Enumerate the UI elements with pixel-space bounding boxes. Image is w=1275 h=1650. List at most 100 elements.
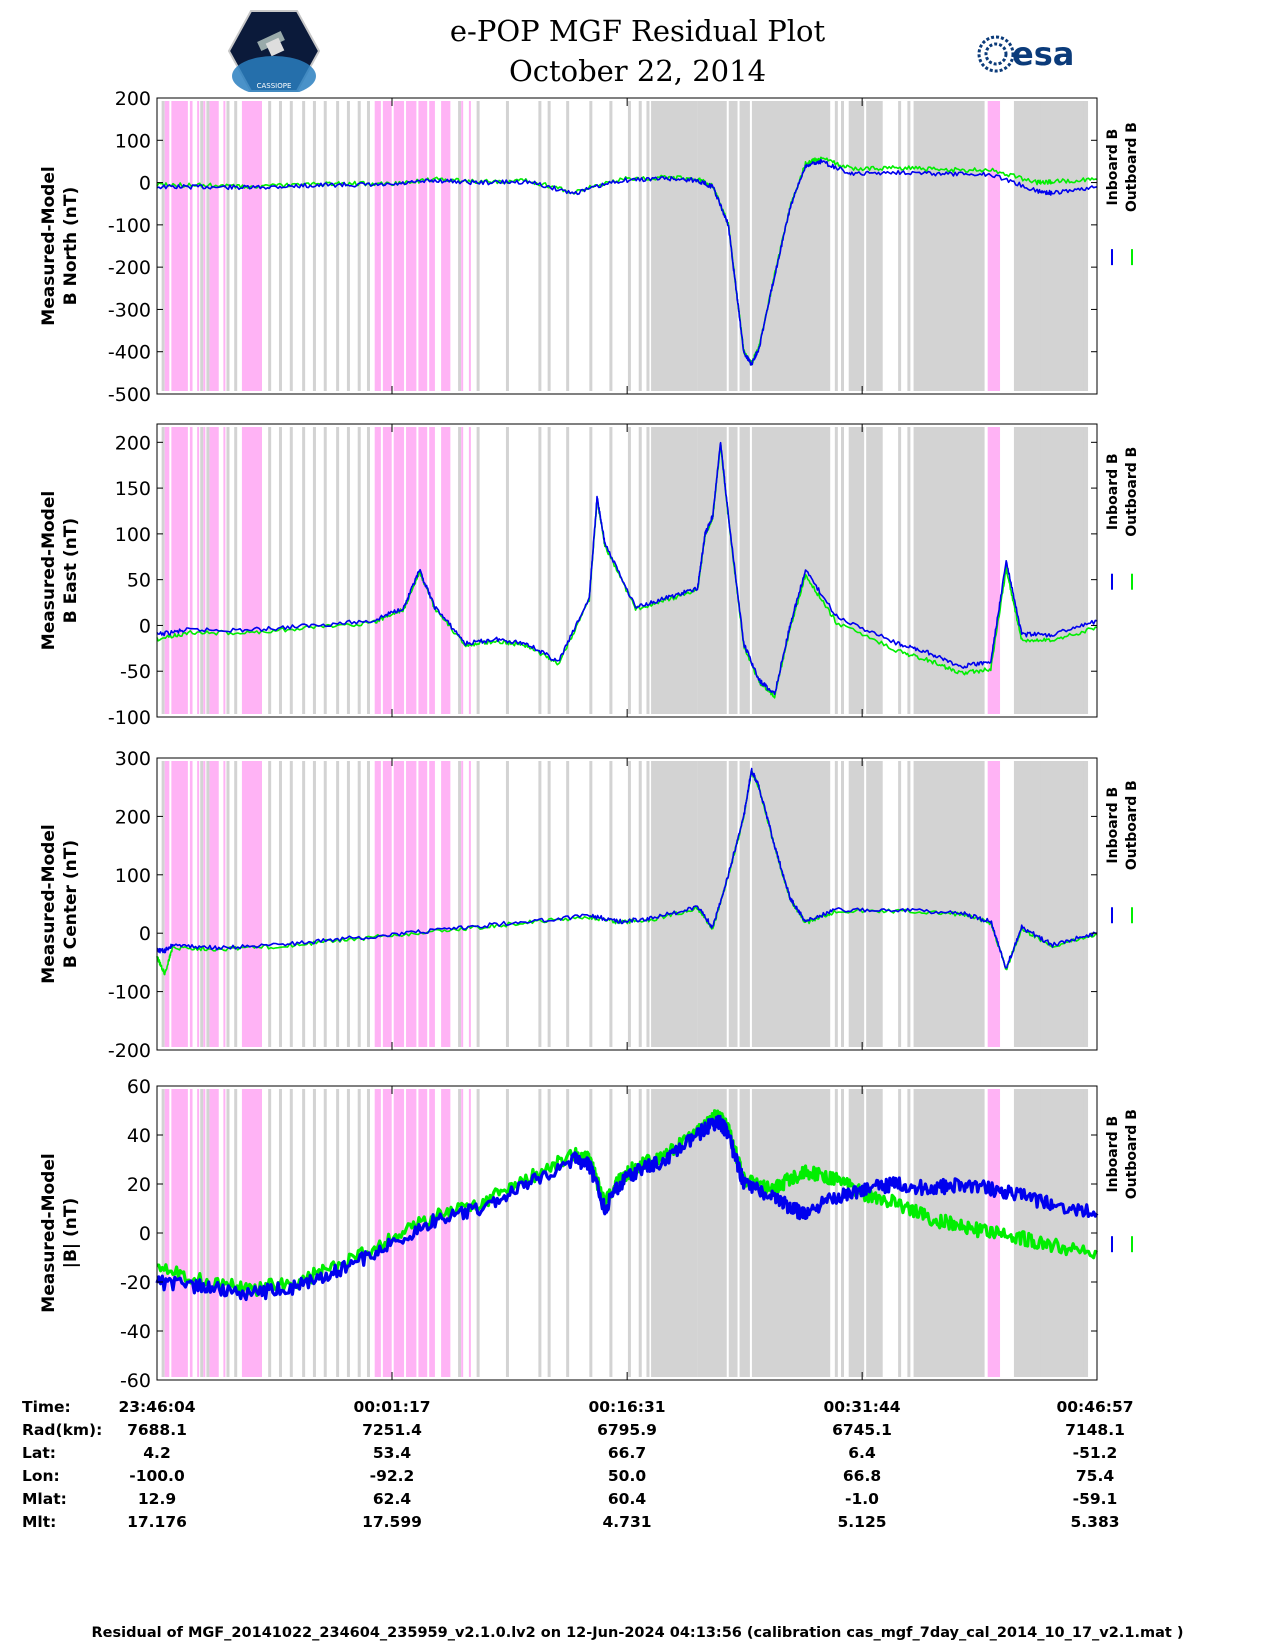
gray-band-line (357, 761, 361, 1047)
table-cell: 00:01:17 (353, 1398, 431, 1416)
gray-band-line (161, 761, 165, 1047)
y-tick-label: 40 (127, 1125, 151, 1147)
white-gap-line (749, 101, 752, 391)
gray-band-line (841, 427, 845, 714)
gray-band-line (476, 101, 480, 391)
gray-band-line (346, 761, 350, 1047)
table-cell: 53.4 (372, 1444, 412, 1462)
y-tick-label: 100 (115, 130, 151, 152)
table-row-label: Mlt: (22, 1513, 57, 1531)
gray-band-line (458, 761, 462, 1047)
gray-band-line (1083, 101, 1087, 391)
gray-band-line (323, 1089, 327, 1377)
y-tick-label: 0 (139, 173, 151, 195)
table-cell: 7251.4 (362, 1421, 422, 1439)
footer-calibration-note: Residual of MGF_20141022_234604_235959_v… (91, 1625, 1184, 1641)
white-gap-line (737, 761, 740, 1047)
table-cell: 5.383 (1070, 1513, 1120, 1531)
pink-band (241, 761, 262, 1047)
gray-band-line (366, 761, 370, 1047)
gray-band-line (161, 101, 165, 391)
pink-band-line (223, 427, 226, 714)
gray-band-line (200, 1089, 204, 1377)
gray-band-line (312, 101, 316, 391)
gray-band-line (206, 761, 210, 1047)
gray-band-line (336, 761, 340, 1047)
pink-band (209, 101, 219, 391)
y-axis-label-line2: |B| (nT) (61, 1198, 81, 1269)
gray-band-line (505, 761, 509, 1047)
gray-band-line (505, 101, 509, 391)
pink-band-line (203, 1089, 206, 1377)
chart-panel-4: 60 40 20 0 -20 -40 -60 Measured-Model |B| (nT) In… (39, 1076, 1140, 1392)
gray-band-line (1040, 1089, 1044, 1377)
y-tick-label: 150 (115, 478, 151, 500)
table-cell: 6.4 (848, 1444, 876, 1462)
gray-band-line (1067, 761, 1071, 1047)
gray-band-line (206, 1089, 210, 1377)
pink-band (209, 761, 219, 1047)
gray-band-line (323, 101, 327, 391)
pink-gap-line (427, 101, 430, 391)
white-gap-line (726, 761, 729, 1047)
gray-band-line (476, 427, 480, 714)
gray-band-line (638, 101, 642, 391)
legend-inboard-label: Inboard B (1105, 1116, 1121, 1193)
y-tick-label: -200 (108, 257, 151, 279)
gray-band-line (1083, 761, 1087, 1047)
y-tick-label: 20 (127, 1174, 151, 1196)
gray-band-line (1057, 1089, 1061, 1377)
pink-gap-line (416, 427, 419, 714)
table-cell: 6745.1 (832, 1421, 892, 1439)
gray-band-line (609, 427, 613, 714)
gray-band (651, 427, 698, 714)
gray-band-line (346, 101, 350, 391)
y-tick-label: 100 (115, 524, 151, 546)
gray-band-line (907, 427, 911, 714)
pink-gap-line (391, 1089, 394, 1377)
gray-band (1013, 101, 1089, 391)
gray-band-line (566, 761, 570, 1047)
gray-band-line (161, 1089, 165, 1377)
legend-outboard-label: Outboard B (1124, 122, 1140, 212)
gray-band (913, 761, 985, 1047)
gray-band-line (566, 427, 570, 714)
gray-band-line (547, 761, 551, 1047)
gray-band-line (268, 101, 272, 391)
pink-gap-line (169, 761, 172, 1047)
gray-band-line (1040, 101, 1044, 391)
pink-band-line (468, 101, 471, 391)
pink-band (987, 761, 1001, 1047)
white-gap-line (749, 427, 752, 714)
gray-band-line (538, 101, 542, 391)
white-gap-line (726, 101, 729, 391)
table-cell: 17.599 (362, 1513, 422, 1531)
white-gap-line (737, 1089, 740, 1377)
gray-band (697, 101, 831, 391)
gray-band-line (278, 761, 282, 1047)
y-axis-label-line2: B East (nT) (61, 518, 81, 623)
pink-band (241, 101, 262, 391)
chart-panel-3: 300 200 100 0 -100 -200 Measured-Model B Center… (39, 748, 1140, 1062)
pink-gap-line (427, 1089, 430, 1377)
y-tick-label: -100 (108, 215, 151, 237)
pink-gap-line (187, 427, 190, 714)
table-cell: 12.9 (137, 1490, 177, 1508)
pink-gap-line (453, 1089, 456, 1377)
gray-band-line (646, 101, 650, 391)
gray-band-line (234, 427, 238, 714)
y-axis-label-line1: Measured-Model (39, 1153, 59, 1312)
gray-band-line (226, 761, 230, 1047)
y-tick-label: -100 (108, 982, 151, 1004)
gray-band-line (834, 427, 838, 714)
table-cell: -92.2 (369, 1467, 415, 1485)
gray-band (697, 1089, 831, 1377)
gray-band-line (336, 1089, 340, 1377)
gray-band-line (206, 427, 210, 714)
gray-band-line (609, 761, 613, 1047)
gray-band-line (336, 427, 340, 714)
gray-band-line (638, 761, 642, 1047)
gray-band-line (336, 101, 340, 391)
pink-band (987, 427, 1001, 714)
table-cell: 50.0 (607, 1467, 647, 1485)
